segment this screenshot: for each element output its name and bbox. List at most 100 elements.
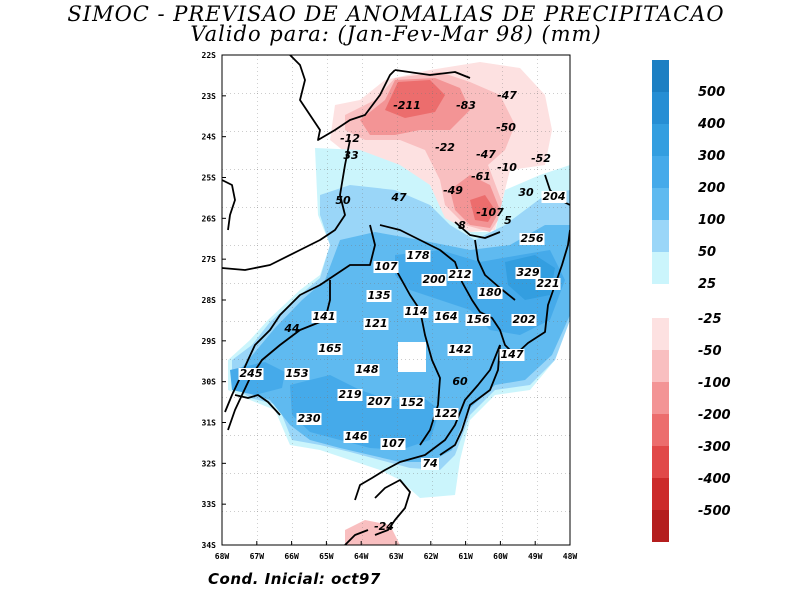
anomaly-value: 178 <box>405 249 431 262</box>
svg-text:-83: -83 <box>456 99 476 112</box>
colorbar-label: 400 <box>697 117 725 132</box>
anomaly-value: 153 <box>284 367 310 380</box>
colorbar: 500 400 300 200 100 50 25 -25 -50 -100 -200 -300 -40… <box>652 60 731 542</box>
y-tick-label: 33S <box>202 500 217 509</box>
svg-text:47: 47 <box>390 191 407 204</box>
colorbar-label: -500 <box>698 504 731 519</box>
anomaly-value: 180 <box>477 286 503 299</box>
colorbar-label: -200 <box>698 408 731 423</box>
boundary-line <box>354 344 501 501</box>
anomaly-value: 74 <box>421 457 439 470</box>
anomaly-value: 141 <box>311 310 337 323</box>
svg-text:-24: -24 <box>374 520 394 533</box>
svg-text:153: 153 <box>286 367 309 380</box>
anomaly-value: 5 <box>504 214 512 227</box>
svg-text:-107: -107 <box>476 206 504 219</box>
colorbar-label: -400 <box>698 472 731 487</box>
anomaly-value: 146 <box>343 430 369 443</box>
boundary-line <box>234 394 281 416</box>
colorbar-swatch <box>652 60 669 92</box>
anomaly-value: 121 <box>363 317 389 330</box>
anomaly-value: -10 <box>497 161 517 174</box>
boundary-line <box>222 139 351 271</box>
svg-text:122: 122 <box>435 407 458 420</box>
anomaly-value: 165 <box>317 342 343 355</box>
svg-text:-52: -52 <box>531 152 551 165</box>
svg-text:50: 50 <box>335 194 351 207</box>
anomaly-value: -12 <box>340 132 360 145</box>
svg-text:156: 156 <box>467 313 490 326</box>
colorbar-swatch <box>652 446 669 478</box>
x-tick-label: 61W <box>458 552 473 561</box>
colorbar-swatch <box>652 382 669 414</box>
y-tick-label: 27S <box>202 255 217 264</box>
svg-text:202: 202 <box>513 313 536 326</box>
anomaly-value: 50 <box>335 194 351 207</box>
colorbar-swatch <box>652 318 669 350</box>
anomaly-value: -24 <box>374 520 394 533</box>
anomaly-value: -52 <box>531 152 551 165</box>
map-title: SIMOC - PREVISAO DE ANOMALIAS DE PRECIPI… <box>67 2 725 26</box>
anomaly-value: 207 <box>366 395 392 408</box>
svg-text:-12: -12 <box>340 132 360 145</box>
svg-text:219: 219 <box>339 388 362 401</box>
map-subtitle: Valido para: (Jan-Fev-Mar 98) (mm) <box>190 22 602 46</box>
colorbar-swatch <box>652 414 669 446</box>
y-tick-label: 25S <box>202 174 217 183</box>
y-tick-label: 31S <box>202 419 217 428</box>
colorbar-label: 50 <box>698 245 716 260</box>
anomaly-value: 152 <box>399 396 425 409</box>
x-tick-label: 66W <box>284 552 299 561</box>
x-tick-label: 68W <box>215 552 230 561</box>
svg-text:204: 204 <box>543 190 566 203</box>
boundary-line <box>344 529 369 545</box>
anomaly-value: -61 <box>471 170 491 183</box>
anomaly-value: 204 <box>541 190 567 203</box>
x-tick-label: 62W <box>424 552 439 561</box>
colorbar-label: -25 <box>698 312 722 327</box>
x-tick-label: 49W <box>528 552 543 561</box>
anomaly-value: -83 <box>456 99 476 112</box>
anomaly-value: 60 <box>452 375 468 388</box>
colorbar-label: -50 <box>698 344 722 359</box>
svg-text:200: 200 <box>423 273 446 286</box>
y-tick-label: 22S <box>202 51 217 60</box>
svg-text:230: 230 <box>298 412 321 425</box>
svg-text:141: 141 <box>313 310 336 323</box>
boundary-line <box>289 55 396 141</box>
colorbar-label: 500 <box>698 85 725 100</box>
svg-text:-49: -49 <box>443 184 463 197</box>
colorbar-label: -300 <box>698 440 731 455</box>
y-tick-label: 23S <box>202 92 217 101</box>
svg-text:33: 33 <box>343 149 359 162</box>
svg-text:147: 147 <box>501 348 524 361</box>
anomaly-value: 212 <box>447 268 473 281</box>
svg-text:107: 107 <box>375 260 398 273</box>
x-tick-label: 64W <box>354 552 369 561</box>
svg-text:74: 74 <box>422 457 437 470</box>
colorbar-label: 100 <box>698 213 725 228</box>
x-tick-label: 48W <box>563 552 578 561</box>
svg-text:-47: -47 <box>497 89 517 102</box>
anomaly-value: 107 <box>380 437 406 450</box>
y-tick-label: 32S <box>202 459 217 468</box>
svg-text:121: 121 <box>365 317 388 330</box>
svg-text:165: 165 <box>319 342 342 355</box>
svg-text:30: 30 <box>518 186 534 199</box>
svg-text:8: 8 <box>458 219 466 232</box>
colorbar-label: -100 <box>698 376 731 391</box>
svg-text:142: 142 <box>449 343 472 356</box>
anomaly-value: 147 <box>499 348 525 361</box>
colorbar-swatch <box>652 156 669 188</box>
svg-text:135: 135 <box>368 289 391 302</box>
anomaly-value: 142 <box>447 343 473 356</box>
colorbar-swatch <box>652 350 669 382</box>
anomaly-value: 329 <box>515 266 541 279</box>
anomaly-value: 230 <box>296 412 322 425</box>
boundary-line <box>454 221 501 239</box>
svg-text:180: 180 <box>479 286 502 299</box>
svg-text:152: 152 <box>401 396 424 409</box>
y-tick-label: 34S <box>202 541 217 550</box>
anomaly-value: 219 <box>337 388 363 401</box>
